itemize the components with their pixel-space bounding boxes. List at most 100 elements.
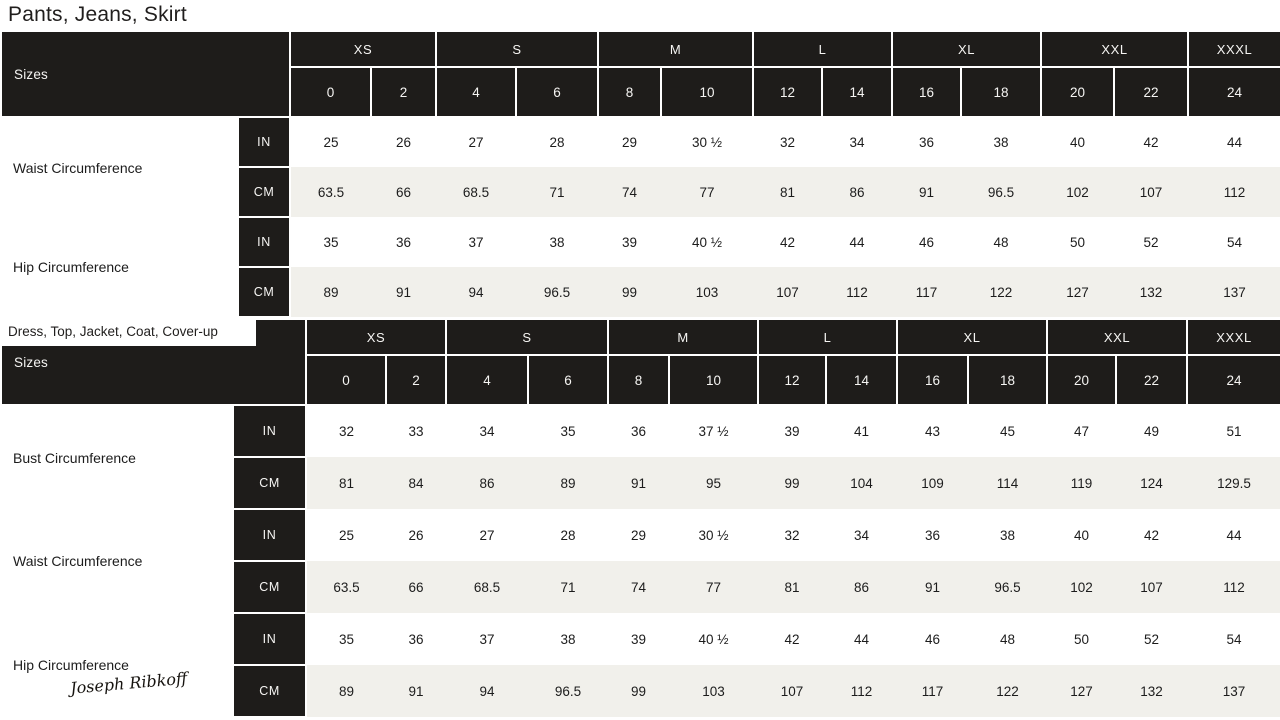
size-number-8: 8	[597, 66, 663, 118]
size-number-12: 12	[752, 66, 824, 118]
size-number-14: 14	[825, 354, 899, 406]
size-value-cell: 39	[784, 424, 800, 439]
size-value-cell: 117	[897, 665, 969, 717]
size-value-cell: 137	[1188, 267, 1280, 317]
unit-cell-cm: CM	[231, 560, 308, 614]
size-number-20: 20	[1046, 354, 1118, 406]
unit-cell-in: IN	[236, 216, 292, 268]
size-value-cell: 66	[386, 561, 447, 613]
size-value-cell: 40 ½	[692, 234, 723, 250]
size-value-cell: 89	[528, 457, 609, 509]
size-value-cell: 107	[1116, 561, 1188, 613]
size-value-cell: 89	[306, 665, 387, 717]
measurement-label: Hip Circumference	[1, 217, 238, 317]
size-group-header-row: Sizes XS S M L XL XXL XXXL	[0, 30, 1280, 118]
size-number-14: 14	[821, 66, 894, 118]
size-number-16: 16	[896, 354, 970, 406]
size-value-cell: 42	[1144, 527, 1160, 543]
size-number-2: 2	[385, 354, 448, 406]
size-group-s: S	[445, 318, 610, 356]
size-value-cell: 36	[919, 135, 935, 150]
size-value-cell: 54	[1227, 234, 1243, 250]
size-value-cell: 81	[758, 561, 827, 613]
size-value-cell: 119	[1047, 457, 1117, 509]
size-value-cell: 112	[1188, 167, 1280, 217]
size-value-cell: 44	[849, 234, 865, 250]
size-value-cell: 77	[661, 167, 754, 217]
size-group-xxxl: XXXL	[1186, 318, 1280, 356]
size-value-cell: 94	[446, 665, 529, 717]
size-value-cell: 36	[631, 424, 647, 439]
size-number-24: 24	[1187, 66, 1280, 118]
size-value-cell: 102	[1047, 561, 1117, 613]
unit-cell-in: IN	[231, 508, 308, 562]
size-value-cell: 112	[1187, 561, 1280, 613]
size-value-cell: 112	[826, 665, 898, 717]
size-value-cell: 129.5	[1187, 457, 1280, 509]
size-value-cell: 42	[780, 234, 796, 250]
size-group-xl: XL	[896, 318, 1049, 356]
size-value-cell: 44	[1227, 135, 1243, 150]
size-value-cell: 25	[339, 527, 355, 543]
size-value-cell: 95	[669, 457, 759, 509]
size-group-l: L	[757, 318, 899, 356]
size-value-cell: 49	[1144, 424, 1160, 439]
size-value-cell: 63.5	[290, 167, 372, 217]
size-value-cell: 39	[631, 631, 647, 647]
size-value-cell: 86	[822, 167, 893, 217]
size-number-6: 6	[527, 354, 610, 406]
size-number-2: 2	[370, 66, 438, 118]
size-value-cell: 43	[925, 424, 941, 439]
numeric-size-header-row: 0 2 4 6 8 10 12 14 16 18 20 22 24	[1, 354, 1280, 406]
size-value-cell: 40	[1074, 527, 1090, 543]
measurement-row: Waist Circumference IN 25 26 27 28 29 30 ½ 32 34 3…	[1, 116, 1280, 217]
measurement-label: Waist Circumference	[1, 509, 233, 613]
size-value-cell: 68.5	[446, 561, 529, 613]
size-group-xs: XS	[289, 30, 438, 68]
size-value-cell: 91	[608, 457, 670, 509]
size-value-cell: 122	[961, 267, 1042, 317]
size-value-cell: 36	[396, 234, 412, 250]
size-value-cell: 74	[598, 167, 662, 217]
size-value-cell: 26	[408, 527, 424, 543]
size-value-cell: 99	[608, 665, 670, 717]
size-value-cell: 46	[925, 631, 941, 647]
size-value-cell: 27	[468, 135, 484, 150]
dress-top-jacket-section: Dress, Top, Jacket, Coat, Cover-up Sizes…	[0, 316, 1280, 718]
size-number-18: 18	[960, 66, 1043, 118]
size-value-cell: 94	[436, 267, 517, 317]
size-value-cell: 77	[669, 561, 759, 613]
size-number-10: 10	[668, 354, 760, 406]
measurement-row: Hip Circumference IN 35 36 37 38 39 40 ½ 42 44 46 4…	[1, 612, 1280, 717]
measurement-row: CM 81 84 86 89 91 95 99 104 109 114 119 124 129.5	[1, 456, 1280, 510]
size-value-cell: 91	[892, 167, 962, 217]
size-value-cell: 86	[826, 561, 898, 613]
unit-cell-in: IN	[231, 612, 308, 666]
size-group-m: M	[597, 30, 755, 68]
measurement-row: CM 89 91 94 96.5 99 103 107 112 117 122 127 132 137	[1, 266, 1280, 318]
size-value-cell: 33	[408, 424, 424, 439]
size-number-22: 22	[1113, 66, 1190, 118]
pants-jeans-skirt-size-table: Sizes XS S M L XL XXL XXXL 0 2 4 6 8 10 12 14 16 18 20 22 24…	[0, 30, 1280, 318]
size-value-cell: 34	[854, 527, 870, 543]
size-number-18: 18	[967, 354, 1049, 406]
size-value-cell: 107	[1114, 167, 1189, 217]
size-value-cell: 35	[339, 631, 355, 647]
size-number-16: 16	[891, 66, 963, 118]
size-value-cell: 54	[1226, 631, 1242, 647]
size-value-cell: 114	[968, 457, 1048, 509]
unit-cell-in: IN	[236, 116, 292, 168]
size-value-cell: 29	[631, 527, 647, 543]
size-value-cell: 89	[290, 267, 372, 317]
size-value-cell: 36	[408, 631, 424, 647]
size-value-cell: 96.5	[528, 665, 609, 717]
size-group-s: S	[435, 30, 600, 68]
size-value-cell: 26	[396, 135, 412, 150]
size-value-cell: 86	[446, 457, 529, 509]
size-value-cell: 50	[1070, 234, 1086, 250]
unit-cell-in: IN	[231, 404, 308, 458]
size-value-cell: 34	[849, 135, 865, 150]
size-number-8: 8	[607, 354, 671, 406]
size-value-cell: 102	[1041, 167, 1115, 217]
size-value-cell: 71	[516, 167, 599, 217]
